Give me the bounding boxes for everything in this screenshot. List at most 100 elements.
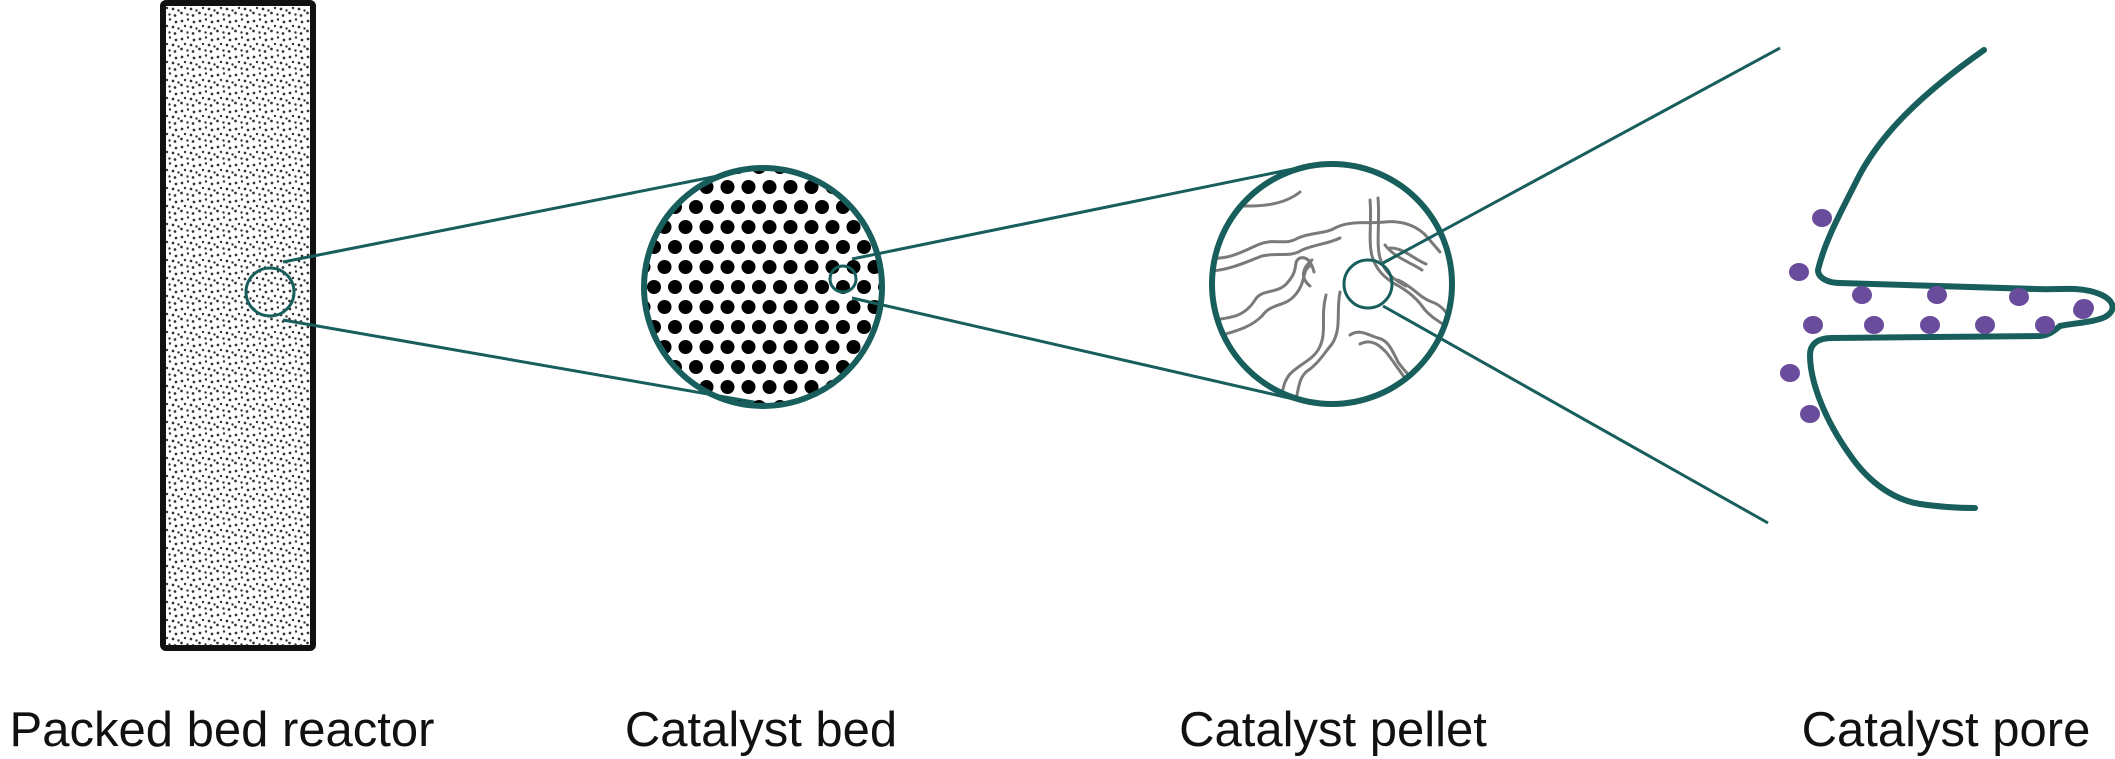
pellet-dot (815, 320, 829, 334)
pellet-dot (825, 220, 840, 234)
pellet-dot (689, 320, 703, 334)
active-sites (1780, 209, 2094, 423)
pellet-dot (804, 180, 819, 194)
zoom-lines-pellet-to-pore (1382, 46, 1781, 525)
reactor-column (160, 0, 316, 651)
pellet-dot (678, 260, 693, 274)
pellet-dot (783, 220, 798, 234)
active-site-dot (1852, 286, 1872, 304)
pellet-dot (846, 340, 861, 354)
pellet-dot (731, 240, 745, 254)
active-site-dot (1975, 316, 1995, 334)
pellet-dot (752, 200, 766, 214)
pellet-dot (857, 280, 871, 294)
label-catalyst-pore: Catalyst pore (1802, 703, 2091, 757)
active-site-dot (1920, 316, 1940, 334)
pellet-dot (762, 180, 777, 194)
pellet-dot (678, 340, 693, 354)
pellet-dot (720, 380, 735, 394)
pellet-dot (720, 260, 735, 274)
pellet-dot (731, 200, 745, 214)
pellet-dot (752, 320, 766, 334)
pellet-dot (699, 220, 714, 234)
pellet-zoom-circle (1342, 258, 1394, 310)
pellet-dot (741, 340, 756, 354)
reactor-zoom-circle (244, 266, 296, 318)
pellet-dot (731, 320, 745, 334)
pellet-dot (752, 360, 766, 374)
pellet-dot (741, 220, 756, 234)
zoom-line-upper (282, 171, 734, 264)
pellet-dot (804, 380, 819, 394)
pellet-dot (762, 220, 777, 234)
pellet-dot (773, 240, 787, 254)
zoom-lines-bed-to-pellet (851, 166, 1299, 402)
label-catalyst-bed: Catalyst bed (625, 703, 897, 757)
catalyst-bed (641, 165, 885, 409)
pellet-dot (762, 380, 777, 394)
pellet-dot (846, 260, 861, 274)
pellet-dot (815, 280, 829, 294)
pore-wall-upper (1815, 47, 2115, 329)
pellet-dot (783, 340, 798, 354)
pellet-dot (836, 240, 850, 254)
pellet-dot (783, 380, 798, 394)
pellet-dot (836, 320, 850, 334)
zoom-line-upper (1382, 46, 1781, 265)
pellet-dot (815, 360, 829, 374)
pellet-dot (668, 280, 682, 294)
pellet-dot (678, 300, 693, 314)
pellet-dot (699, 300, 714, 314)
pellet-dot (720, 340, 735, 354)
zoom-line-lower (282, 318, 766, 406)
pellet-dot (689, 280, 703, 294)
pellet-dot (741, 260, 756, 274)
pellet-dot (720, 180, 735, 194)
pore-network (1214, 190, 1450, 402)
pellet-dot (710, 320, 724, 334)
pellet-dot (857, 240, 871, 254)
pellet-dot (773, 200, 787, 214)
label-catalyst-pellet: Catalyst pellet (1179, 703, 1487, 757)
pellet-dot (689, 200, 703, 214)
pellet-dot (668, 320, 682, 334)
pore-wall-lower (1807, 323, 2063, 511)
pellet-dot (689, 360, 703, 374)
pellet-dot (857, 320, 871, 334)
catalyst-bed-circle (641, 165, 885, 409)
pellet-dot (804, 260, 819, 274)
pellet-dot (657, 300, 672, 314)
pellet-dot (720, 220, 735, 234)
pellet-dot (804, 300, 819, 314)
pellet-dot (720, 300, 735, 314)
pellet-dot (794, 200, 808, 214)
pellet-dot (689, 240, 703, 254)
pellet-dot (783, 180, 798, 194)
zoom-lines-reactor-to-bed (282, 171, 766, 406)
pellet-dot (752, 280, 766, 294)
pellet-dot (825, 300, 840, 314)
pellet-dot (846, 220, 861, 234)
pellet-dot (741, 300, 756, 314)
active-site-dot (2073, 301, 2093, 319)
label-packed-bed-reactor: Packed bed reactor (10, 703, 435, 757)
pellet-dot (815, 240, 829, 254)
pellet-dot (699, 340, 714, 354)
zoom-line-lower (1382, 304, 1769, 525)
active-site-dot (2009, 288, 2029, 306)
pellet-dot (657, 260, 672, 274)
active-site-dot (1800, 405, 1820, 423)
zoom-line-lower (851, 296, 1299, 402)
pellet-dot (699, 260, 714, 274)
pellet-dot (846, 300, 861, 314)
pellet-dot (731, 280, 745, 294)
pellet-dot (773, 360, 787, 374)
active-site-dot (2035, 316, 2055, 334)
pellet-dot (731, 360, 745, 374)
pellet-dot (752, 240, 766, 254)
pellet-dot (773, 320, 787, 334)
catalyst-pellet (1209, 161, 1455, 407)
pellet-dot (794, 360, 808, 374)
bed-zoom-circle (828, 264, 858, 294)
catalyst-pellet-circle (1209, 161, 1455, 407)
